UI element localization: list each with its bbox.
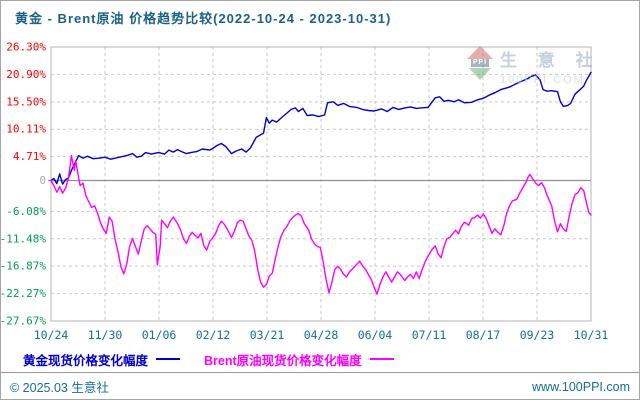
svg-text:09/23: 09/23 — [520, 328, 555, 342]
svg-text:07/11: 07/11 — [412, 328, 447, 342]
svg-text:02/12: 02/12 — [196, 328, 231, 342]
legend: 黄金现货价格变化幅度 Brent原油现货价格变化幅度 — [23, 349, 394, 369]
svg-text:01/06: 01/06 — [142, 328, 177, 342]
legend-item-gold: 黄金现货价格变化幅度 — [23, 350, 181, 369]
svg-text:-11.48%: -11.48% — [1, 232, 46, 245]
price-trend-chart: 10/24 11/30 01/06 02/12 03/21 04/28 06/04 07/11… — [1, 41, 609, 343]
svg-text:15.50%: 15.50% — [6, 95, 46, 108]
svg-text:10/24: 10/24 — [34, 328, 69, 342]
svg-text:0: 0 — [39, 174, 46, 187]
svg-text:08/17: 08/17 — [466, 328, 501, 342]
svg-text:-27.67%: -27.67% — [1, 315, 46, 328]
legend-label-brent: Brent原油现货价格变化幅度 — [204, 353, 362, 368]
svg-text:03/21: 03/21 — [250, 328, 285, 342]
svg-text:04/28: 04/28 — [304, 328, 339, 342]
svg-text:20.90%: 20.90% — [6, 68, 46, 81]
svg-text:26.30%: 26.30% — [6, 41, 46, 54]
svg-text:4.71%: 4.71% — [13, 150, 46, 163]
chart-title: 黄金 - Brent原油 价格趋势比较(2022-10-24 - 2023-10… — [15, 11, 392, 26]
copyright-text: © 2025.03 生意社 — [10, 381, 109, 395]
legend-label-gold: 黄金现货价格变化幅度 — [23, 353, 149, 368]
svg-text:-22.27%: -22.27% — [1, 287, 46, 300]
footer-bar: © 2025.03 生意社 www.100PPI.com — [1, 372, 639, 399]
legend-item-brent: Brent原油现货价格变化幅度 — [204, 350, 394, 369]
site-url-link[interactable]: www.100PPI.com — [532, 379, 630, 394]
svg-text:-16.87%: -16.87% — [1, 260, 46, 273]
svg-text:11/30: 11/30 — [88, 328, 123, 342]
svg-text:06/04: 06/04 — [358, 328, 393, 342]
svg-text:10/31: 10/31 — [574, 328, 609, 342]
svg-text:-6.08%: -6.08% — [6, 205, 46, 218]
legend-line-gold-icon — [156, 358, 181, 360]
legend-line-brent-icon — [369, 358, 394, 360]
svg-text:10.11%: 10.11% — [6, 123, 46, 136]
